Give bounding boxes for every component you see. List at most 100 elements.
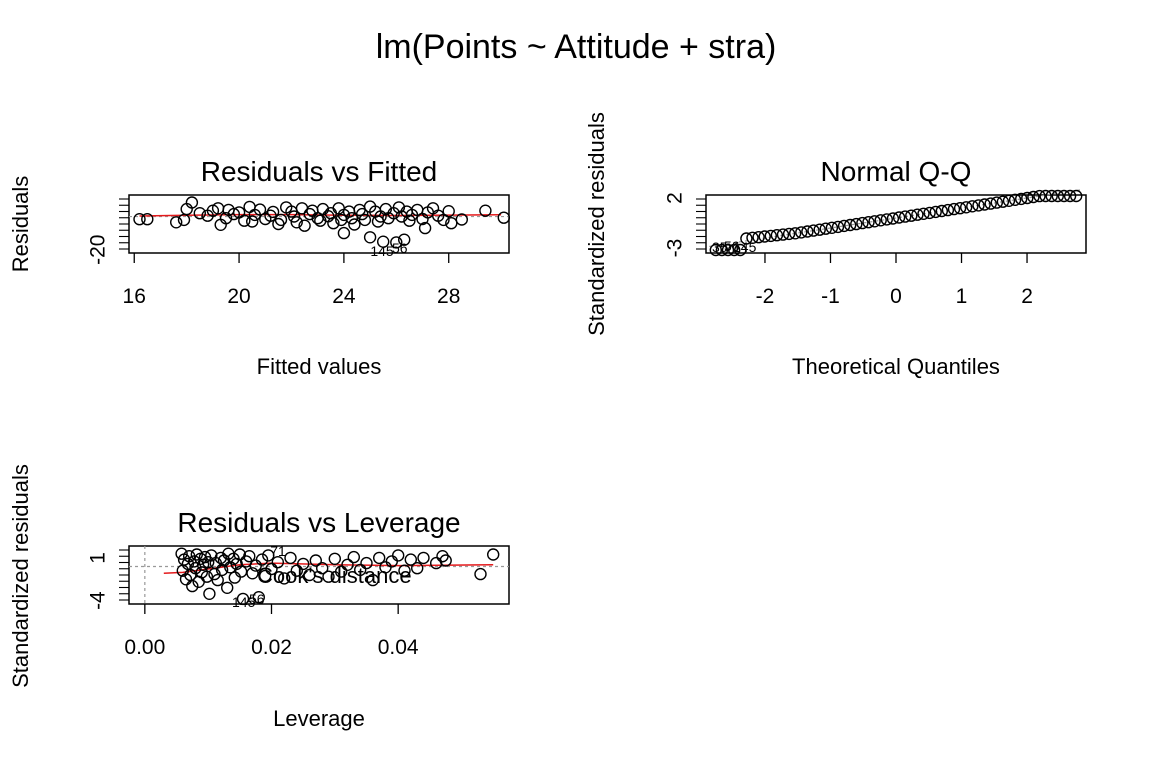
data-point bbox=[740, 232, 753, 245]
data-point bbox=[923, 206, 936, 220]
panel3-annotation-56: 56 bbox=[249, 591, 265, 607]
data-point bbox=[892, 211, 906, 224]
data-point bbox=[886, 212, 900, 225]
data-point bbox=[1045, 189, 1058, 203]
data-point bbox=[868, 215, 881, 228]
data-point bbox=[911, 208, 924, 221]
data-point bbox=[259, 569, 272, 583]
data-point bbox=[972, 199, 985, 212]
x-tick-label: 24 bbox=[332, 285, 356, 308]
data-point bbox=[984, 197, 997, 210]
data-point bbox=[734, 243, 747, 257]
data-point bbox=[831, 220, 845, 234]
panel3-annotation-145: 145 bbox=[232, 594, 256, 610]
panel1-ylabel: Residuals bbox=[8, 176, 33, 273]
data-point bbox=[1051, 189, 1065, 203]
data-point bbox=[487, 548, 500, 561]
data-point bbox=[966, 200, 979, 213]
data-point bbox=[347, 550, 360, 564]
data-point bbox=[363, 231, 377, 244]
data-point bbox=[801, 225, 814, 238]
data-point bbox=[764, 229, 777, 243]
data-point bbox=[379, 202, 392, 216]
data-point bbox=[211, 573, 224, 587]
data-point bbox=[316, 562, 329, 575]
data-point bbox=[255, 553, 269, 566]
data-point bbox=[264, 209, 277, 222]
panel3-cooks-distance-label: Cook's distance bbox=[257, 563, 412, 588]
data-point bbox=[193, 206, 207, 220]
panel2-annotation-56: 56 bbox=[724, 238, 740, 254]
data-point bbox=[837, 219, 851, 233]
data-point bbox=[996, 195, 1010, 208]
data-point bbox=[795, 226, 808, 239]
data-point bbox=[430, 556, 443, 570]
data-point bbox=[1027, 190, 1040, 204]
data-point bbox=[1008, 193, 1022, 207]
x-tick-label: 0.04 bbox=[378, 636, 419, 659]
panel2-title: Normal Q-Q bbox=[821, 156, 972, 187]
panel2-annotation-145: 145 bbox=[733, 239, 757, 255]
data-point bbox=[1021, 191, 1034, 205]
data-point bbox=[298, 219, 311, 232]
data-point bbox=[253, 203, 267, 216]
data-point bbox=[978, 198, 991, 211]
panel2-ylabel: Standardized residuals bbox=[584, 112, 609, 336]
x-tick-label: -2 bbox=[756, 285, 775, 308]
data-point bbox=[390, 236, 403, 249]
x-tick-label: -1 bbox=[821, 285, 840, 308]
data-point bbox=[245, 215, 259, 228]
data-point bbox=[819, 222, 832, 235]
data-point bbox=[960, 201, 973, 214]
data-point bbox=[345, 211, 358, 225]
panel2-annotation-35: 35 bbox=[712, 239, 728, 255]
data-point bbox=[309, 554, 322, 567]
data-point bbox=[377, 235, 390, 248]
data-point bbox=[715, 243, 729, 257]
data-point bbox=[782, 227, 796, 241]
data-point bbox=[455, 213, 468, 226]
data-point bbox=[179, 573, 193, 586]
data-point bbox=[403, 214, 416, 227]
data-point bbox=[341, 558, 354, 571]
data-point bbox=[807, 224, 820, 237]
data-point bbox=[186, 579, 199, 593]
main-title: lm(Points ~ Attitude + stra) bbox=[376, 28, 777, 66]
data-point bbox=[219, 211, 233, 225]
y-tick-label: 2 bbox=[664, 192, 687, 204]
data-point bbox=[169, 216, 183, 229]
panel-residuals-vs-fitted: Residuals vs Fitted 16 20 24 28 -20 145 56 F… bbox=[8, 156, 510, 379]
data-point bbox=[327, 216, 340, 230]
x-tick-label: 2 bbox=[1021, 285, 1033, 308]
data-point bbox=[252, 591, 265, 604]
x-tick-label: 0.00 bbox=[124, 636, 165, 659]
data-point bbox=[474, 567, 487, 581]
data-point bbox=[262, 549, 275, 562]
data-point bbox=[358, 213, 372, 227]
data-point bbox=[322, 570, 335, 583]
data-point bbox=[233, 548, 247, 561]
data-point bbox=[373, 551, 386, 565]
data-point bbox=[789, 227, 802, 240]
data-point bbox=[356, 207, 369, 221]
data-point bbox=[392, 549, 405, 562]
data-point bbox=[360, 556, 373, 570]
data-point bbox=[941, 203, 955, 217]
data-point bbox=[227, 207, 241, 221]
data-point bbox=[366, 573, 379, 587]
data-point bbox=[844, 218, 857, 232]
y-tick-label: 1 bbox=[87, 552, 110, 564]
data-point bbox=[295, 202, 309, 215]
y-tick-label: -3 bbox=[664, 239, 687, 258]
data-point bbox=[825, 221, 839, 235]
data-point bbox=[1039, 189, 1052, 203]
panel1-title: Residuals vs Fitted bbox=[201, 156, 438, 187]
data-point bbox=[721, 243, 735, 257]
data-point bbox=[1002, 194, 1016, 208]
data-point bbox=[303, 207, 316, 221]
data-point bbox=[917, 207, 930, 221]
panel2-xlabel: Theoretical Quantiles bbox=[792, 354, 1000, 379]
data-point bbox=[929, 205, 942, 219]
data-point bbox=[284, 551, 297, 565]
